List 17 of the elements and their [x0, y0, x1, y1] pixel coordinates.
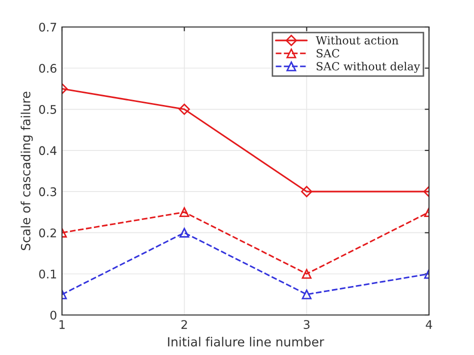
legend-label: SAC	[316, 49, 340, 58]
y-tick-label: 0.5	[39, 105, 56, 114]
y-tick-label: 0.7	[39, 22, 56, 32]
x-tick-label: 4	[426, 320, 432, 329]
y-tick-label: 0.4	[39, 146, 56, 156]
legend-label: SAC without delay	[316, 62, 420, 73]
y-tick-label: 0.1	[39, 270, 56, 279]
y-tick-label: 0	[50, 310, 56, 320]
y-tick-label: 0.2	[39, 228, 56, 238]
x-tick-label: 2	[181, 320, 187, 329]
y-axis-title: Scale of cascading failure	[20, 92, 33, 250]
x-tick-label: 3	[304, 320, 310, 329]
legend-label: Without action	[316, 36, 398, 44]
x-tick-label: 1	[60, 320, 65, 329]
y-tick-label: 0.6	[39, 64, 56, 73]
x-axis-title: Initial fialure line number	[168, 336, 324, 347]
y-tick-label: 0.3	[39, 187, 56, 196]
